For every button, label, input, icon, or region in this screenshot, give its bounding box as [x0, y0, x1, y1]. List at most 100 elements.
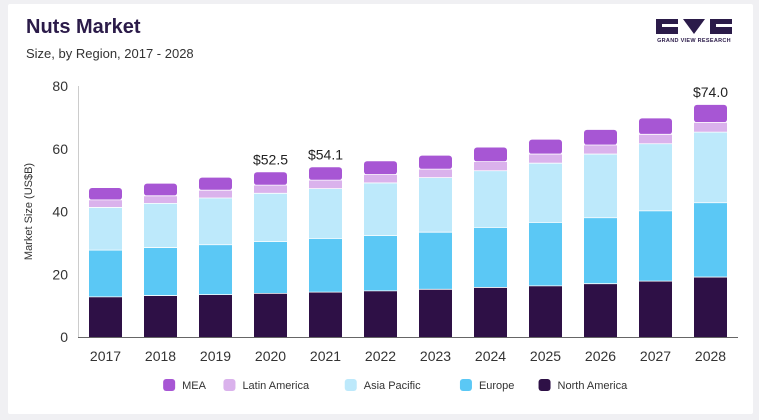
bar-segment-north-america: [639, 281, 672, 337]
x-tick-label: 2027: [640, 348, 671, 364]
legend-item-mea: MEA: [163, 379, 207, 392]
y-tick-label: 40: [52, 204, 68, 220]
grand-view-research-logo: GRAND VIEW RESEARCH: [654, 18, 734, 54]
bar-segment-europe: [309, 238, 342, 293]
bar-segment-north-america: [254, 293, 287, 337]
chart-title: Nuts Market: [26, 16, 141, 38]
bar-segment-mea: [199, 177, 232, 191]
bar-segment-mea: [89, 187, 122, 200]
chart-card: Nuts Market Size, by Region, 2017 - 2028…: [8, 4, 753, 414]
x-tick-label: 2022: [365, 348, 396, 364]
bar-segment-latin-america: [144, 195, 177, 204]
bar-segment-europe: [89, 250, 122, 297]
bar-segment-latin-america: [529, 154, 562, 164]
bar-segment-asia-pacific: [199, 198, 232, 245]
bar-segment-europe: [639, 210, 672, 282]
legend-swatch: [223, 379, 236, 391]
bar-segment-asia-pacific: [584, 154, 617, 218]
bar-segment-europe: [199, 244, 232, 295]
x-tick-label: 2026: [585, 348, 616, 364]
bar-segment-mea: [474, 147, 507, 162]
x-tick-label: 2017: [90, 348, 121, 364]
bar-segment-mea: [419, 155, 452, 170]
legend-swatch: [163, 379, 176, 391]
legend-item-asia-pacific: Asia Pacific: [344, 379, 421, 392]
bar-stack-2017: [89, 187, 122, 337]
x-axis-ticks: 2017 2018 2019 2020 2021 2022 2023 2024 2025 2026…: [90, 348, 726, 364]
y-tick-label: 0: [60, 329, 68, 345]
bar-segment-europe: [474, 227, 507, 288]
bar-segment-north-america: [474, 287, 507, 337]
bar-segment-asia-pacific: [254, 193, 287, 242]
bar-segment-mea: [639, 118, 672, 135]
bar-segment-asia-pacific: [364, 182, 397, 236]
x-tick-label: 2028: [695, 348, 726, 364]
legend-label: Asia Pacific: [364, 380, 421, 392]
legend-label: MEA: [182, 380, 207, 392]
bar-segment-mea: [529, 139, 562, 155]
bar-segment-latin-america: [694, 122, 727, 133]
legend-swatch: [459, 379, 472, 391]
bar-stack-2022: [364, 161, 397, 337]
x-tick-label: 2018: [145, 348, 176, 364]
chart-subtitle: Size, by Region, 2017 - 2028: [26, 46, 194, 61]
bar-segment-europe: [254, 241, 287, 294]
bar-segment-latin-america: [89, 199, 122, 208]
x-tick-label: 2025: [530, 348, 561, 364]
bar-segment-latin-america: [419, 169, 452, 178]
x-tick-label: 2021: [310, 348, 341, 364]
total-label-2020: $52.5: [253, 151, 288, 167]
bar-segment-north-america: [309, 292, 342, 337]
bar-segment-asia-pacific: [474, 170, 507, 228]
bar-segment-europe: [419, 232, 452, 290]
legend-swatch: [538, 379, 551, 391]
bar-stack-2026: [584, 129, 617, 337]
total-label-2028: $74.0: [693, 84, 728, 100]
x-tick-label: 2020: [255, 348, 286, 364]
bar-segment-mea: [254, 172, 287, 186]
bar-segment-latin-america: [199, 190, 232, 199]
bars: [89, 104, 727, 337]
bar-segment-europe: [364, 235, 397, 291]
legend-item-latin-america: Latin America: [223, 379, 310, 392]
bar-stack-2027: [639, 118, 672, 337]
bar-segment-north-america: [364, 290, 397, 337]
x-tick-label: 2019: [200, 348, 231, 364]
legend-label: Europe: [479, 380, 514, 392]
y-tick-label: 80: [52, 78, 68, 94]
bar-segment-europe: [694, 202, 727, 278]
bar-segment-mea: [694, 104, 727, 123]
bar-segment-north-america: [89, 296, 122, 337]
bar-segment-asia-pacific: [419, 177, 452, 233]
bar-segment-europe: [529, 222, 562, 286]
bar-segment-latin-america: [309, 180, 342, 189]
bar-stack-2023: [419, 155, 452, 337]
bar-segment-asia-pacific: [529, 163, 562, 223]
y-tick-label: 60: [52, 141, 68, 157]
bar-segment-asia-pacific: [694, 132, 727, 203]
legend: MEA Latin America Asia Pacific Europe North …: [163, 379, 628, 392]
total-annotations: $52.5 $54.1 $74.0: [253, 84, 728, 167]
y-axis-title: Market Size (US$B): [23, 163, 35, 260]
total-label-2021: $54.1: [308, 146, 343, 162]
y-axis-title-group: Market Size (US$B): [23, 163, 35, 260]
legend-label: Latin America: [242, 380, 310, 392]
x-tick-label: 2024: [475, 348, 506, 364]
legend-label: North America: [558, 380, 629, 392]
bar-segment-north-america: [144, 295, 177, 337]
bar-segment-north-america: [199, 294, 232, 337]
bar-stack-2025: [529, 139, 562, 337]
logo-text: GRAND VIEW RESEARCH: [657, 38, 731, 44]
bar-segment-europe: [584, 217, 617, 284]
x-tick-label: 2023: [420, 348, 451, 364]
bar-segment-north-america: [694, 277, 727, 337]
y-axis-ticks: 0 20 40 60 80: [52, 78, 68, 345]
bar-segment-north-america: [419, 289, 452, 337]
bar-stack-2018: [144, 183, 177, 337]
legend-item-north-america: North America: [538, 379, 629, 392]
legend-item-europe: Europe: [459, 379, 514, 392]
y-tick-label: 20: [52, 266, 68, 282]
bar-stack-2019: [199, 177, 232, 337]
bar-segment-mea: [584, 129, 617, 145]
